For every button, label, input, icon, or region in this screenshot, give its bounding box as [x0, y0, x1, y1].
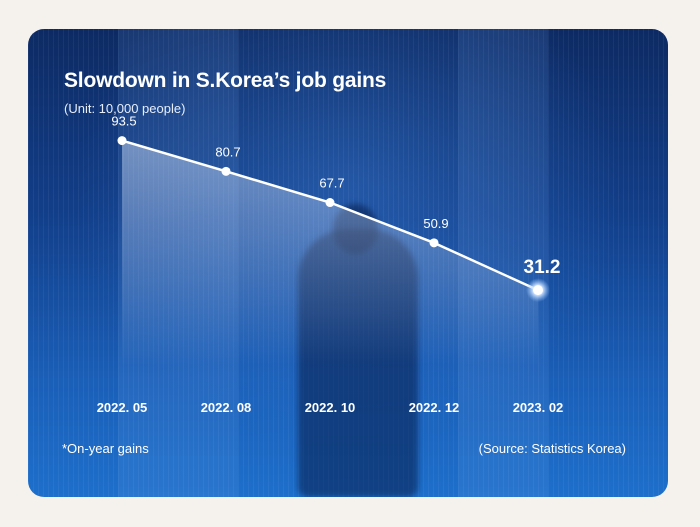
x-axis-tick-label: 2023. 02	[513, 400, 564, 415]
data-point-marker	[429, 238, 439, 248]
x-axis-tick-labels: 2022. 05 2022. 08 2022. 10 2022. 12 2023. 02	[97, 400, 564, 415]
chart-unit-subtitle: (Unit: 10,000 people)	[64, 101, 186, 116]
footnote: *On-year gains	[62, 441, 149, 456]
area-under-line	[122, 140, 538, 365]
data-value-label: 93.5	[111, 114, 136, 129]
x-axis-tick-label: 2022. 12	[409, 400, 460, 415]
data-value-label: 50.9	[423, 216, 448, 231]
x-axis-tick-label: 2022. 10	[305, 400, 356, 415]
data-value-label: 80.7	[215, 144, 240, 159]
data-point-marker	[533, 285, 543, 296]
x-axis-tick-label: 2022. 05	[97, 400, 148, 415]
line-chart: 93.580.767.750.931.2 2022. 05 2022. 08 202…	[97, 114, 564, 415]
data-value-labels: 93.5 80.7 67.7 50.9 31.2	[111, 114, 560, 279]
data-point-marker	[221, 166, 231, 176]
data-value-label: 31.2	[524, 257, 561, 278]
chart-card: Slowdown in S.Korea’s job gains (Unit: 1…	[28, 29, 668, 497]
data-markers	[117, 136, 550, 303]
data-value-label: 67.7	[319, 176, 344, 191]
source-note: (Source: Statistics Korea)	[478, 441, 626, 456]
data-point-marker	[117, 136, 127, 146]
data-point-marker	[325, 198, 335, 208]
x-axis-tick-label: 2022. 08	[201, 400, 252, 415]
chart-title: Slowdown in S.Korea’s job gains	[64, 69, 387, 92]
